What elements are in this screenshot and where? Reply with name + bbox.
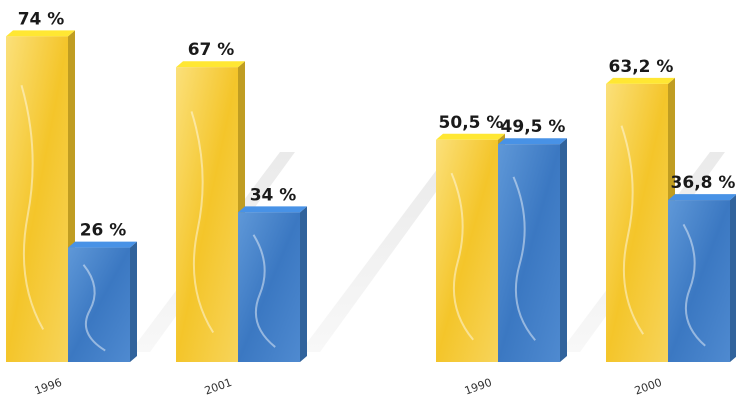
bar-top-face — [668, 194, 736, 201]
bar-front-face — [606, 83, 668, 363]
bar-top-face — [498, 138, 567, 145]
bar-top-face — [238, 206, 307, 213]
bar-front-face — [436, 139, 498, 362]
bar-1990-yellow — [436, 133, 505, 362]
bar-2001-blue — [238, 206, 307, 362]
x-tick-label: 1996 — [33, 376, 64, 398]
x-tick-label: 1990 — [463, 376, 494, 398]
bar-front-face — [498, 144, 560, 362]
x-tick-label: 2001 — [203, 376, 234, 398]
bar-texture-vein — [190, 111, 215, 334]
bar-1990-blue — [498, 138, 567, 362]
bar-1996-blue — [68, 241, 137, 362]
bar-side-face — [730, 194, 736, 362]
bar-side-face — [130, 241, 137, 362]
bar-2000-blue — [668, 194, 736, 362]
bar-side-face — [560, 138, 567, 362]
bar-texture-vein — [620, 125, 645, 335]
bar-top-face — [6, 30, 75, 37]
value-label: 67 % — [188, 40, 235, 60]
value-label: 26 % — [80, 221, 127, 241]
bar-texture-vein — [512, 176, 536, 341]
bar-front-face — [668, 200, 730, 362]
value-label: 34 % — [250, 185, 297, 205]
bar-front-face — [68, 247, 130, 362]
bar-1996-yellow — [6, 30, 75, 363]
value-label: 36,8 % — [671, 173, 736, 193]
value-label: 50,5 % — [439, 113, 504, 133]
value-label: 63,2 % — [609, 57, 674, 77]
bar-shadow-band — [300, 152, 465, 352]
bar-top-face — [176, 61, 245, 68]
bar-top-face — [436, 133, 505, 140]
bar-front-face — [238, 212, 300, 362]
x-tick-label: 2000 — [633, 376, 664, 398]
bar-top-face — [68, 241, 137, 248]
bar-texture-vein — [20, 84, 45, 330]
bar-side-face — [300, 206, 307, 362]
bar-top-face — [606, 77, 675, 84]
bars-layer — [6, 30, 736, 363]
bar-texture-vein — [82, 264, 106, 352]
bar-texture-vein — [450, 172, 474, 341]
bar-2000-yellow — [606, 77, 675, 363]
value-label: 74 % — [18, 9, 65, 29]
bar-2001-yellow — [176, 61, 245, 362]
bar-texture-vein — [682, 223, 706, 347]
value-label: 49,5 % — [501, 117, 566, 137]
bar-texture-vein — [252, 234, 276, 348]
bar-front-face — [176, 67, 238, 362]
bar-front-face — [6, 36, 68, 363]
